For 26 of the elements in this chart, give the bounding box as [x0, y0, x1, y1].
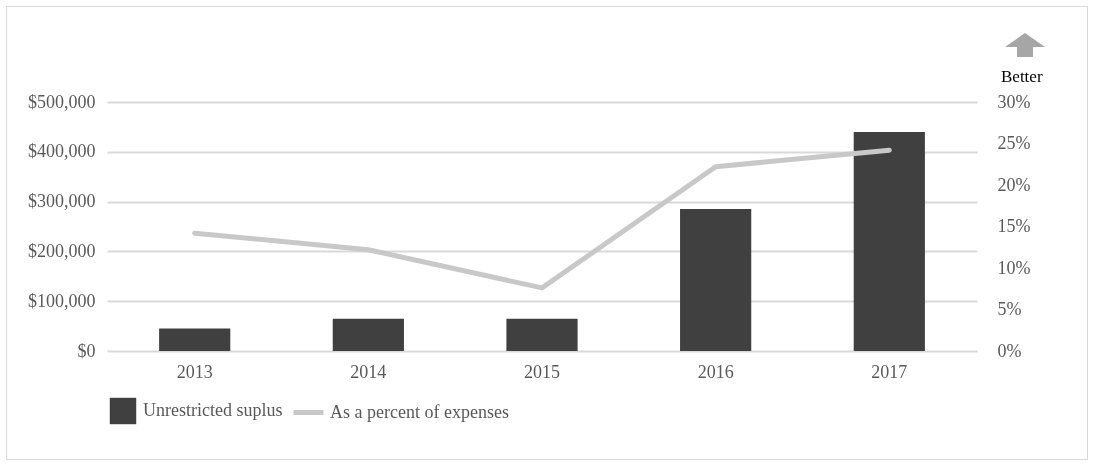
- bar: [159, 328, 231, 351]
- y-tick-label: $300,000: [28, 191, 96, 212]
- bar: [853, 131, 925, 351]
- x-tick-label: 2016: [697, 361, 734, 382]
- text: Better: [1001, 67, 1043, 87]
- y2-tick-label: 15%: [997, 216, 1031, 236]
- bar: [506, 318, 578, 351]
- x-tick-label: 2015: [524, 361, 560, 382]
- bar: [332, 318, 404, 351]
- y-tick-label: $500,000: [28, 91, 96, 112]
- y-tick-label: $400,000: [28, 141, 96, 162]
- legend-label: As a percent of expenses: [330, 401, 509, 422]
- y-tick-label: $0: [77, 340, 96, 361]
- x-tick-label: 2014: [350, 361, 387, 382]
- y-tick-label: $200,000: [28, 240, 96, 261]
- y2-tick-label: 0%: [997, 340, 1022, 361]
- y2-tick-label: 25%: [997, 133, 1031, 153]
- y2-tick-label: 10%: [997, 257, 1031, 278]
- bar: [680, 209, 752, 351]
- y2-tick-label: 30%: [997, 91, 1031, 112]
- x-tick-label: 2013: [176, 361, 213, 382]
- x-tick-label: 2017: [871, 361, 908, 382]
- legend-label: Unrestricted suplus: [143, 400, 283, 420]
- y2-tick-label: 20%: [997, 174, 1031, 195]
- y-tick-label: $100,000: [28, 290, 96, 311]
- y2-tick-label: 5%: [997, 299, 1022, 319]
